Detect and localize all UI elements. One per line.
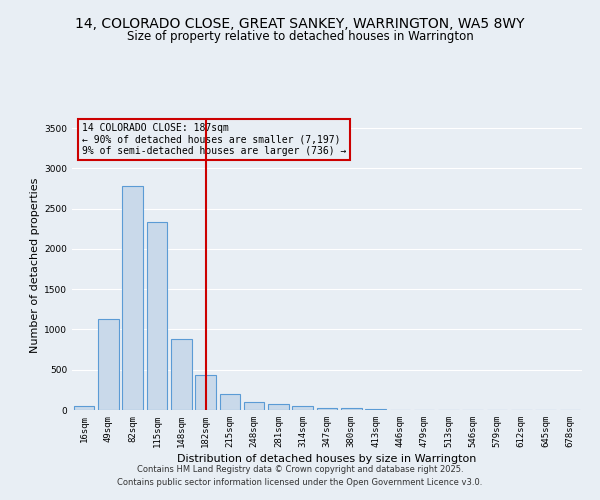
- Bar: [268, 404, 289, 410]
- Text: 14, COLORADO CLOSE, GREAT SANKEY, WARRINGTON, WA5 8WY: 14, COLORADO CLOSE, GREAT SANKEY, WARRIN…: [75, 18, 525, 32]
- Bar: [292, 406, 313, 410]
- Bar: [195, 376, 216, 410]
- Bar: [122, 186, 143, 410]
- Bar: [98, 319, 119, 410]
- Text: Contains public sector information licensed under the Open Government Licence v3: Contains public sector information licen…: [118, 478, 482, 487]
- Text: Size of property relative to detached houses in Warrington: Size of property relative to detached ho…: [127, 30, 473, 43]
- Bar: [146, 222, 167, 410]
- Text: 14 COLORADO CLOSE: 187sqm
← 90% of detached houses are smaller (7,197)
9% of sem: 14 COLORADO CLOSE: 187sqm ← 90% of detac…: [82, 123, 347, 156]
- Bar: [317, 408, 337, 410]
- Bar: [341, 408, 362, 410]
- Bar: [171, 339, 191, 410]
- Y-axis label: Number of detached properties: Number of detached properties: [30, 178, 40, 352]
- Text: Contains HM Land Registry data © Crown copyright and database right 2025.: Contains HM Land Registry data © Crown c…: [137, 466, 463, 474]
- Bar: [244, 402, 265, 410]
- Bar: [365, 409, 386, 410]
- Bar: [220, 394, 240, 410]
- X-axis label: Distribution of detached houses by size in Warrington: Distribution of detached houses by size …: [178, 454, 476, 464]
- Bar: [74, 406, 94, 410]
